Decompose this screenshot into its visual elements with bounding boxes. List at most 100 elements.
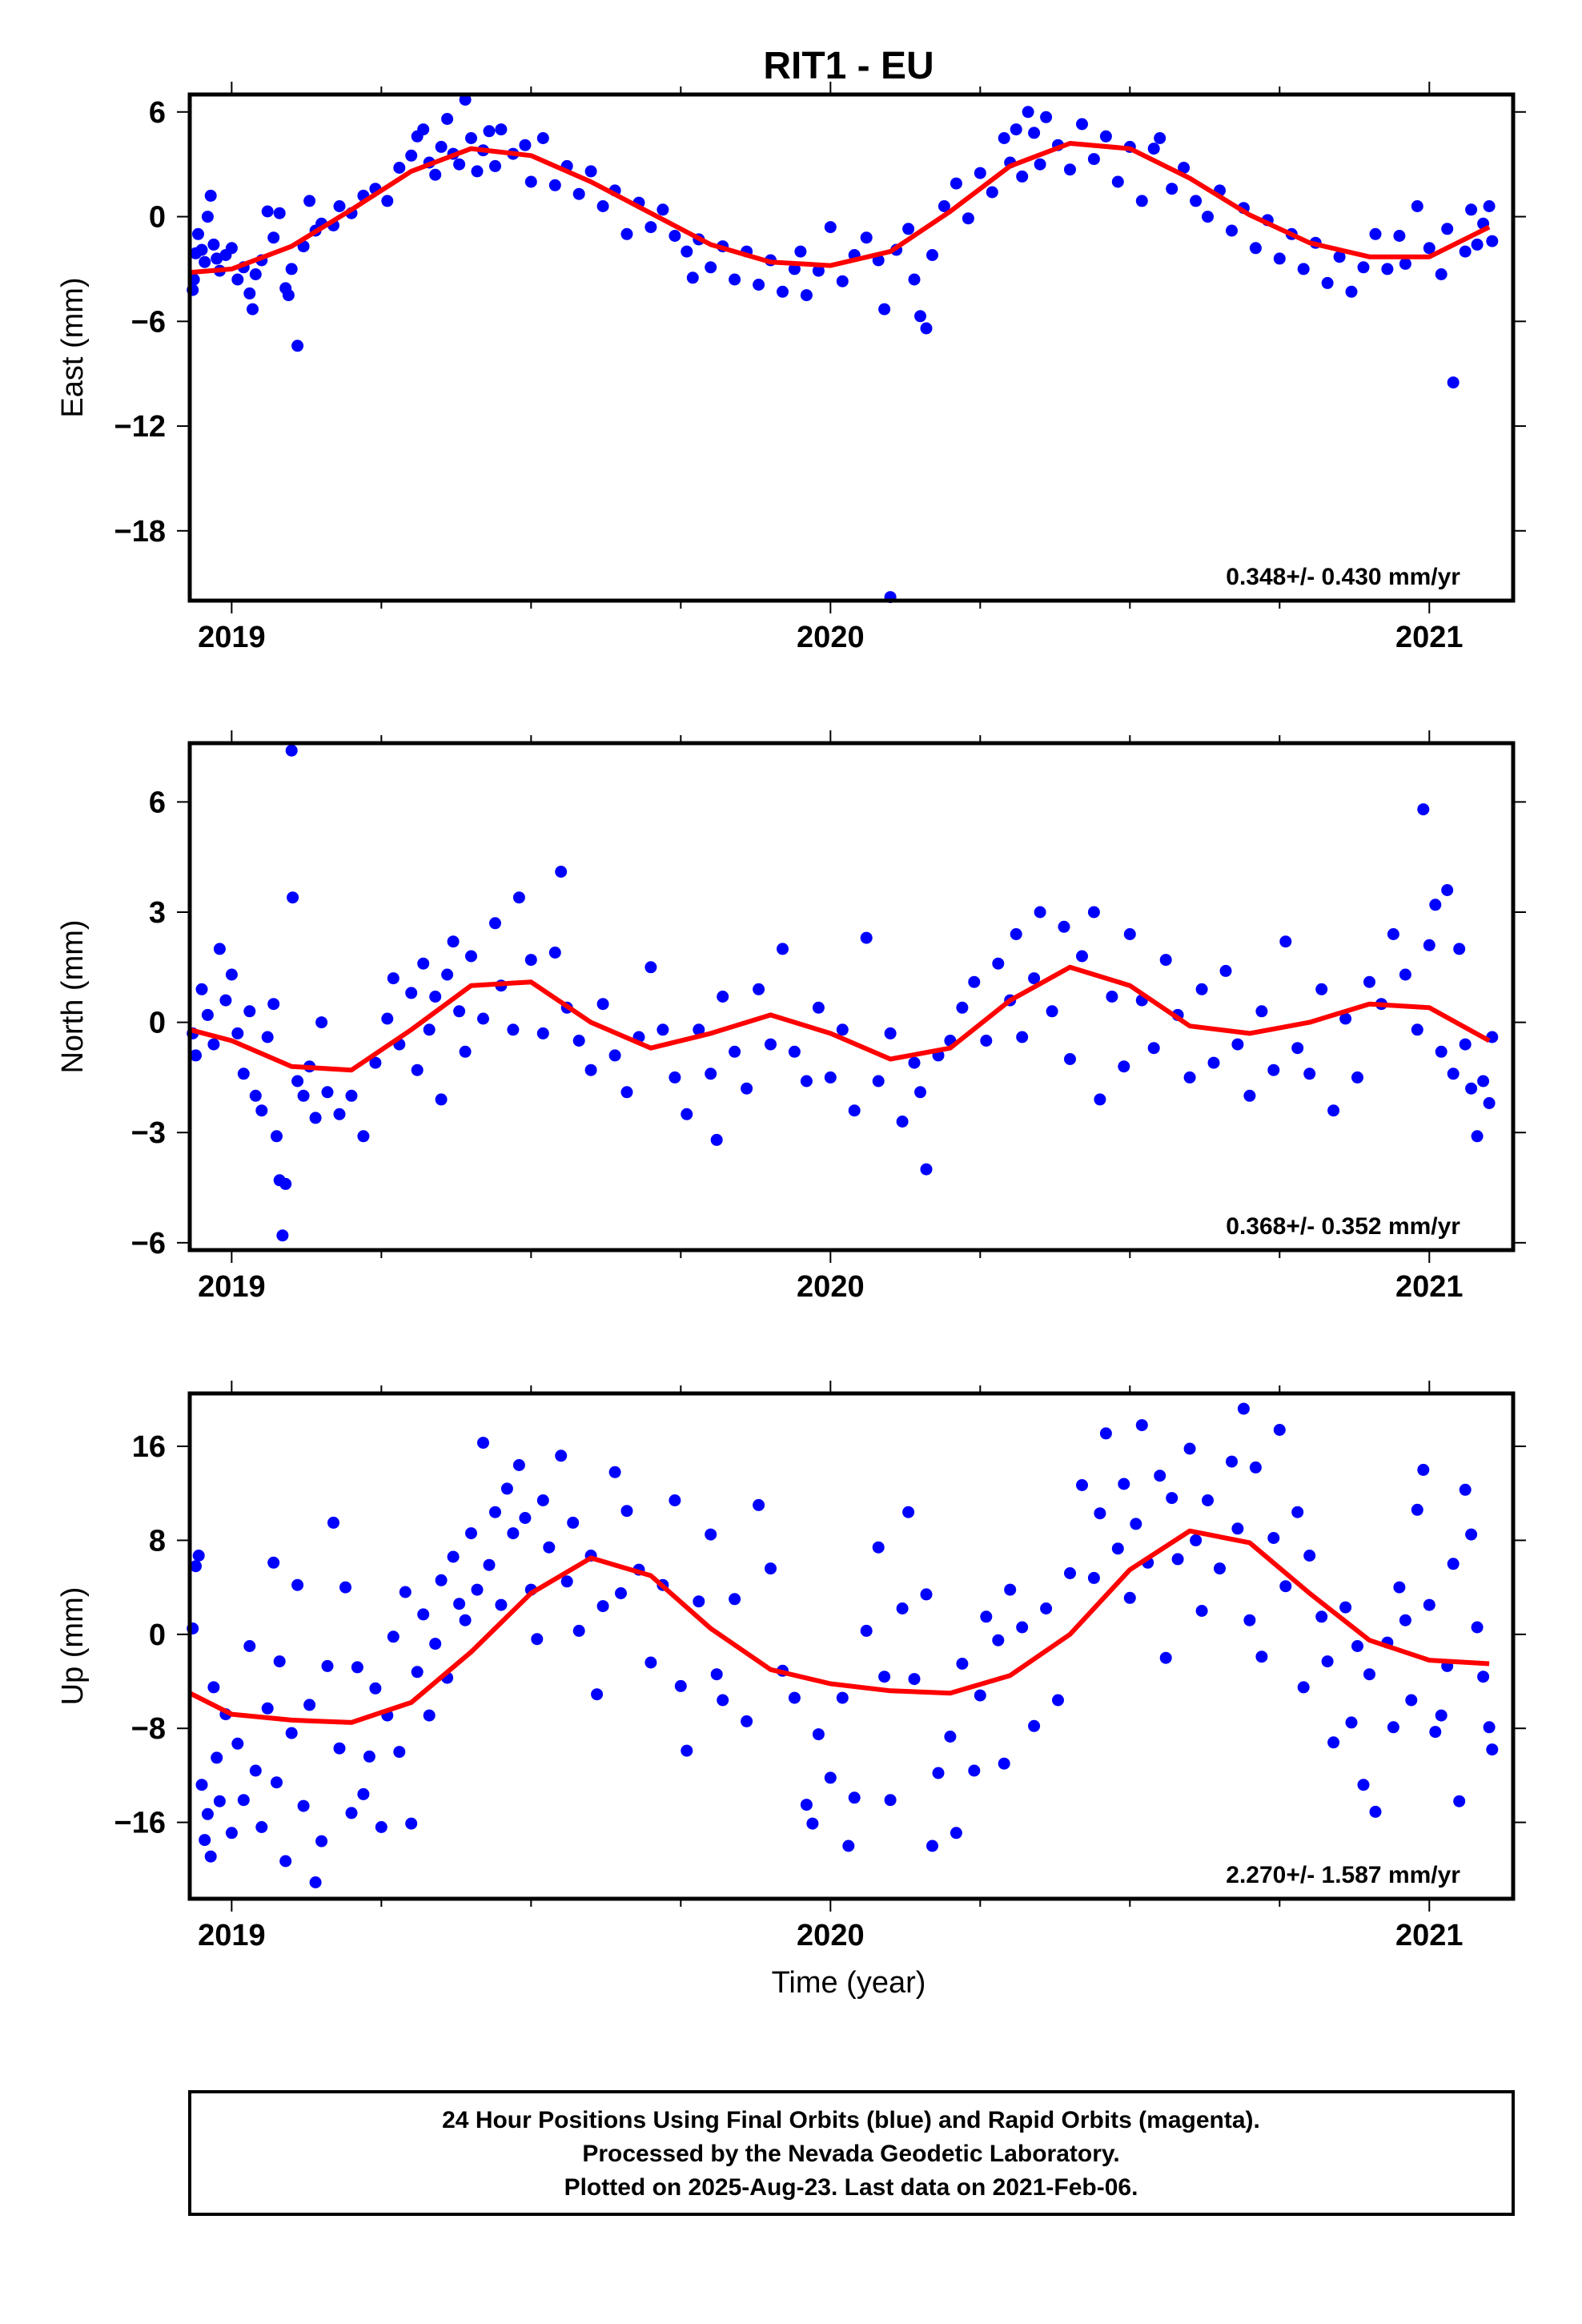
data-point: [207, 238, 220, 251]
data-point: [303, 1699, 316, 1711]
data-point: [1106, 991, 1118, 1003]
data-point: [567, 1516, 580, 1529]
data-point: [465, 132, 477, 144]
data-point: [1345, 285, 1358, 298]
data-point: [896, 1116, 909, 1128]
data-point: [399, 1586, 412, 1598]
data-point: [872, 1541, 885, 1554]
data-point: [836, 1023, 849, 1036]
x-tick-label: 2019: [198, 1919, 266, 1952]
data-point: [471, 1583, 484, 1596]
data-point: [243, 287, 256, 300]
data-point: [1429, 899, 1442, 911]
data-point: [608, 1466, 621, 1478]
data-point: [1226, 224, 1238, 237]
data-point: [279, 1855, 292, 1868]
data-point: [524, 954, 537, 967]
up-panel: 2019 2020 2021 16 8 0 −8 −16 Up (mm) 2.270+/- 1.5…: [56, 1381, 1526, 1952]
data-point: [878, 303, 891, 316]
data-point: [1429, 1726, 1442, 1739]
data-point: [956, 1001, 969, 1014]
y-tick-label: 6: [149, 786, 166, 819]
footer-line-3: Plotted on 2025-Aug-23. Last data on 202…: [564, 2174, 1138, 2201]
data-point: [1291, 1506, 1304, 1518]
data-point: [405, 1817, 418, 1830]
data-point: [1249, 242, 1262, 255]
data-point: [1387, 928, 1399, 940]
data-point: [195, 243, 208, 256]
data-point: [620, 227, 633, 240]
data-point: [777, 285, 789, 298]
data-point: [705, 261, 717, 274]
data-point: [1459, 1483, 1472, 1496]
data-point: [1028, 1719, 1041, 1732]
data-point: [908, 1673, 921, 1686]
data-point: [729, 1045, 741, 1058]
data-point: [297, 1089, 310, 1102]
data-point: [225, 242, 238, 255]
data-point: [806, 1817, 819, 1830]
data-point: [1190, 1534, 1203, 1546]
data-point: [453, 1005, 466, 1018]
data-point: [584, 1063, 597, 1076]
data-point: [1010, 123, 1022, 136]
data-point: [1279, 1580, 1292, 1593]
data-point: [1423, 242, 1435, 255]
data-point: [1022, 106, 1034, 119]
data-point: [489, 159, 501, 172]
data-point: [1123, 1591, 1136, 1604]
data-point: [1255, 1005, 1268, 1018]
data-point: [1405, 1694, 1418, 1707]
data-point: [381, 1012, 394, 1025]
data-point: [243, 1005, 256, 1018]
y-tick-label: −18: [114, 515, 166, 549]
data-point: [1447, 376, 1460, 389]
data-point: [417, 1608, 430, 1621]
data-point: [669, 1071, 681, 1084]
data-point: [524, 175, 537, 188]
data-point: [1171, 1553, 1184, 1566]
data-point: [267, 1556, 280, 1569]
data-point: [303, 195, 316, 207]
data-point: [1339, 1601, 1352, 1614]
data-point: [204, 189, 217, 202]
data-point: [441, 113, 454, 125]
y-tick-label: 0: [149, 1618, 166, 1652]
data-point: [1135, 1419, 1148, 1432]
data-point: [429, 991, 442, 1003]
velocity-annotation: 0.368+/- 0.352 mm/yr: [1226, 1213, 1460, 1240]
data-point: [1202, 1494, 1214, 1506]
data-point: [1118, 1060, 1130, 1073]
data-point: [192, 227, 204, 240]
data-point: [938, 200, 950, 212]
data-point: [1094, 1507, 1106, 1520]
data-point: [1477, 1075, 1490, 1088]
y-tick-label: −16: [114, 1807, 166, 1840]
data-point: [596, 200, 609, 212]
fit-curve: [189, 964, 1491, 1073]
data-point: [201, 1008, 214, 1021]
data-point: [1052, 1694, 1064, 1707]
data-point: [1345, 1716, 1358, 1729]
data-point: [1237, 1402, 1250, 1415]
data-point: [596, 998, 609, 1011]
data-point: [615, 1587, 627, 1599]
data-point: [765, 1038, 777, 1051]
data-point: [1417, 803, 1430, 816]
plot-frame: [187, 92, 1516, 603]
data-point: [932, 1767, 945, 1779]
x-tick-label: 2020: [797, 1919, 865, 1952]
data-point: [1357, 261, 1370, 274]
data-point: [1327, 1736, 1340, 1749]
data-point: [285, 263, 298, 275]
data-point: [536, 132, 549, 144]
data-point: [992, 1634, 1005, 1647]
data-point: [950, 1827, 962, 1839]
data-point: [345, 1807, 358, 1819]
data-point: [608, 1049, 621, 1062]
data-point: [507, 1527, 520, 1540]
data-point: [753, 1498, 765, 1511]
data-point: [231, 273, 244, 286]
data-point: [1147, 1042, 1160, 1055]
data-point: [465, 1527, 477, 1540]
